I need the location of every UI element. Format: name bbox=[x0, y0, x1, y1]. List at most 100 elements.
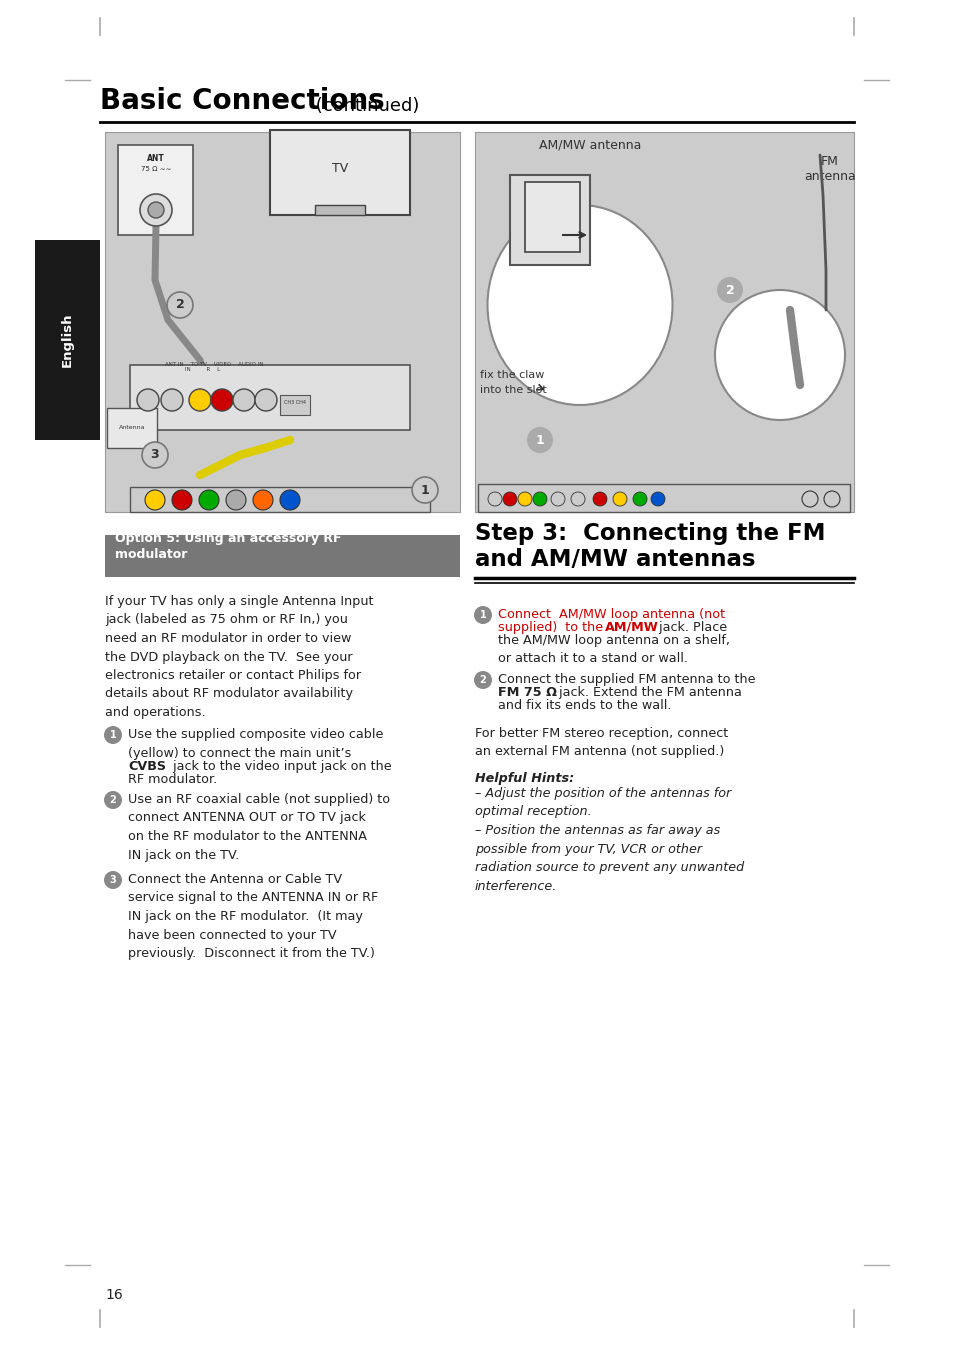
Text: For better FM stereo reception, connect
an external FM antenna (not supplied.): For better FM stereo reception, connect … bbox=[475, 727, 727, 758]
Text: jack. Extend the FM antenna: jack. Extend the FM antenna bbox=[555, 686, 741, 699]
Circle shape bbox=[145, 490, 165, 511]
Circle shape bbox=[167, 292, 193, 318]
Text: AM/MW: AM/MW bbox=[604, 621, 659, 634]
Circle shape bbox=[474, 671, 492, 690]
Circle shape bbox=[253, 490, 273, 511]
Text: CH3 CH4: CH3 CH4 bbox=[284, 400, 306, 405]
Text: Use the supplied composite video cable
(yellow) to connect the main unit’s: Use the supplied composite video cable (… bbox=[128, 727, 383, 760]
Text: jack to the video input jack on the: jack to the video input jack on the bbox=[169, 760, 392, 773]
Text: Basic Connections: Basic Connections bbox=[100, 88, 384, 114]
Text: into the slot: into the slot bbox=[479, 385, 546, 395]
Text: 75 Ω ∼∼: 75 Ω ∼∼ bbox=[141, 166, 172, 172]
Text: antenna: antenna bbox=[803, 170, 855, 183]
Circle shape bbox=[613, 492, 626, 506]
Circle shape bbox=[172, 490, 192, 511]
Circle shape bbox=[593, 492, 606, 506]
Bar bbox=[105, 132, 459, 512]
Circle shape bbox=[142, 442, 168, 467]
Circle shape bbox=[571, 492, 584, 506]
Text: supplied)  to the: supplied) to the bbox=[497, 621, 606, 634]
Text: AM/MW antenna: AM/MW antenna bbox=[538, 139, 640, 152]
Text: 3: 3 bbox=[110, 876, 116, 885]
Text: 1: 1 bbox=[535, 434, 544, 446]
Text: 16: 16 bbox=[105, 1288, 123, 1303]
Text: 1: 1 bbox=[110, 730, 116, 740]
Bar bbox=[118, 145, 193, 234]
Text: Connect  AM/MW loop antenna (not: Connect AM/MW loop antenna (not bbox=[497, 607, 724, 621]
Circle shape bbox=[161, 389, 183, 411]
Circle shape bbox=[488, 492, 501, 506]
Text: Use an RF coaxial cable (not supplied) to
connect ANTENNA OUT or TO TV jack
on t: Use an RF coaxial cable (not supplied) t… bbox=[128, 793, 390, 862]
Circle shape bbox=[104, 872, 122, 889]
Circle shape bbox=[551, 492, 564, 506]
Bar bbox=[270, 131, 410, 216]
Text: Connect the Antenna or Cable TV
service signal to the ANTENNA IN or RF
IN jack o: Connect the Antenna or Cable TV service … bbox=[128, 873, 377, 960]
Circle shape bbox=[633, 492, 646, 506]
Bar bbox=[280, 395, 310, 415]
Text: 2: 2 bbox=[175, 299, 184, 311]
Text: 3: 3 bbox=[151, 449, 159, 462]
Text: ANT IN    TO TV    VIDEO    AUDIO IN: ANT IN TO TV VIDEO AUDIO IN bbox=[165, 362, 263, 366]
Text: Helpful Hints:: Helpful Hints: bbox=[475, 772, 574, 785]
Text: and AM/MW antennas: and AM/MW antennas bbox=[475, 548, 755, 571]
Circle shape bbox=[104, 726, 122, 744]
Text: (continued): (continued) bbox=[310, 97, 419, 114]
Circle shape bbox=[280, 490, 299, 511]
Text: Option 5: Using an accessory RF: Option 5: Using an accessory RF bbox=[115, 532, 341, 546]
Circle shape bbox=[140, 194, 172, 226]
Bar bbox=[107, 408, 157, 449]
Circle shape bbox=[502, 492, 517, 506]
Text: FM 75 Ω: FM 75 Ω bbox=[497, 686, 557, 699]
Text: English: English bbox=[60, 313, 73, 368]
Text: the AM/MW loop antenna on a shelf,
or attach it to a stand or wall.: the AM/MW loop antenna on a shelf, or at… bbox=[497, 634, 729, 665]
Circle shape bbox=[650, 492, 664, 506]
Circle shape bbox=[474, 606, 492, 624]
Text: IN         R    L: IN R L bbox=[185, 366, 220, 372]
Bar bbox=[314, 205, 365, 216]
Circle shape bbox=[823, 492, 840, 506]
Circle shape bbox=[211, 389, 233, 411]
Text: – Adjust the position of the antennas for
optimal reception.
– Position the ante: – Adjust the position of the antennas fo… bbox=[475, 787, 743, 893]
Text: ANT: ANT bbox=[147, 154, 165, 163]
Bar bbox=[477, 484, 849, 512]
Text: If your TV has only a single Antenna Input
jack (labeled as 75 ohm or RF In,) yo: If your TV has only a single Antenna Inp… bbox=[105, 595, 374, 719]
Text: FM: FM bbox=[821, 155, 838, 168]
Circle shape bbox=[717, 277, 742, 303]
Circle shape bbox=[412, 477, 437, 502]
Circle shape bbox=[801, 492, 817, 506]
Bar bbox=[130, 488, 430, 512]
Text: and fix its ends to the wall.: and fix its ends to the wall. bbox=[497, 699, 671, 713]
Text: jack. Place: jack. Place bbox=[655, 621, 726, 634]
Text: Step 3:  Connecting the FM: Step 3: Connecting the FM bbox=[475, 523, 824, 546]
Circle shape bbox=[254, 389, 276, 411]
Circle shape bbox=[714, 290, 844, 420]
Text: 2: 2 bbox=[110, 795, 116, 806]
Text: Antenna: Antenna bbox=[118, 426, 145, 430]
Text: 2: 2 bbox=[479, 675, 486, 686]
Circle shape bbox=[199, 490, 219, 511]
Text: RF modulator.: RF modulator. bbox=[128, 773, 217, 787]
Circle shape bbox=[526, 427, 553, 453]
Bar bbox=[105, 535, 459, 577]
Bar bbox=[475, 132, 853, 512]
Circle shape bbox=[533, 492, 546, 506]
Circle shape bbox=[226, 490, 246, 511]
Circle shape bbox=[104, 791, 122, 810]
Bar bbox=[524, 182, 579, 252]
Text: CVBS: CVBS bbox=[128, 760, 166, 773]
Circle shape bbox=[233, 389, 254, 411]
Text: modulator: modulator bbox=[115, 548, 187, 560]
Text: fix the claw: fix the claw bbox=[479, 370, 544, 380]
Text: 1: 1 bbox=[420, 484, 429, 497]
Bar bbox=[130, 365, 410, 430]
Text: 2: 2 bbox=[725, 283, 734, 296]
Text: TV: TV bbox=[332, 162, 348, 175]
Text: Connect the supplied FM antenna to the: Connect the supplied FM antenna to the bbox=[497, 674, 755, 686]
Circle shape bbox=[517, 492, 532, 506]
Circle shape bbox=[137, 389, 159, 411]
Circle shape bbox=[189, 389, 211, 411]
Text: 1: 1 bbox=[479, 610, 486, 620]
Bar bbox=[35, 240, 100, 440]
Circle shape bbox=[148, 202, 164, 218]
Bar bbox=[510, 175, 589, 265]
